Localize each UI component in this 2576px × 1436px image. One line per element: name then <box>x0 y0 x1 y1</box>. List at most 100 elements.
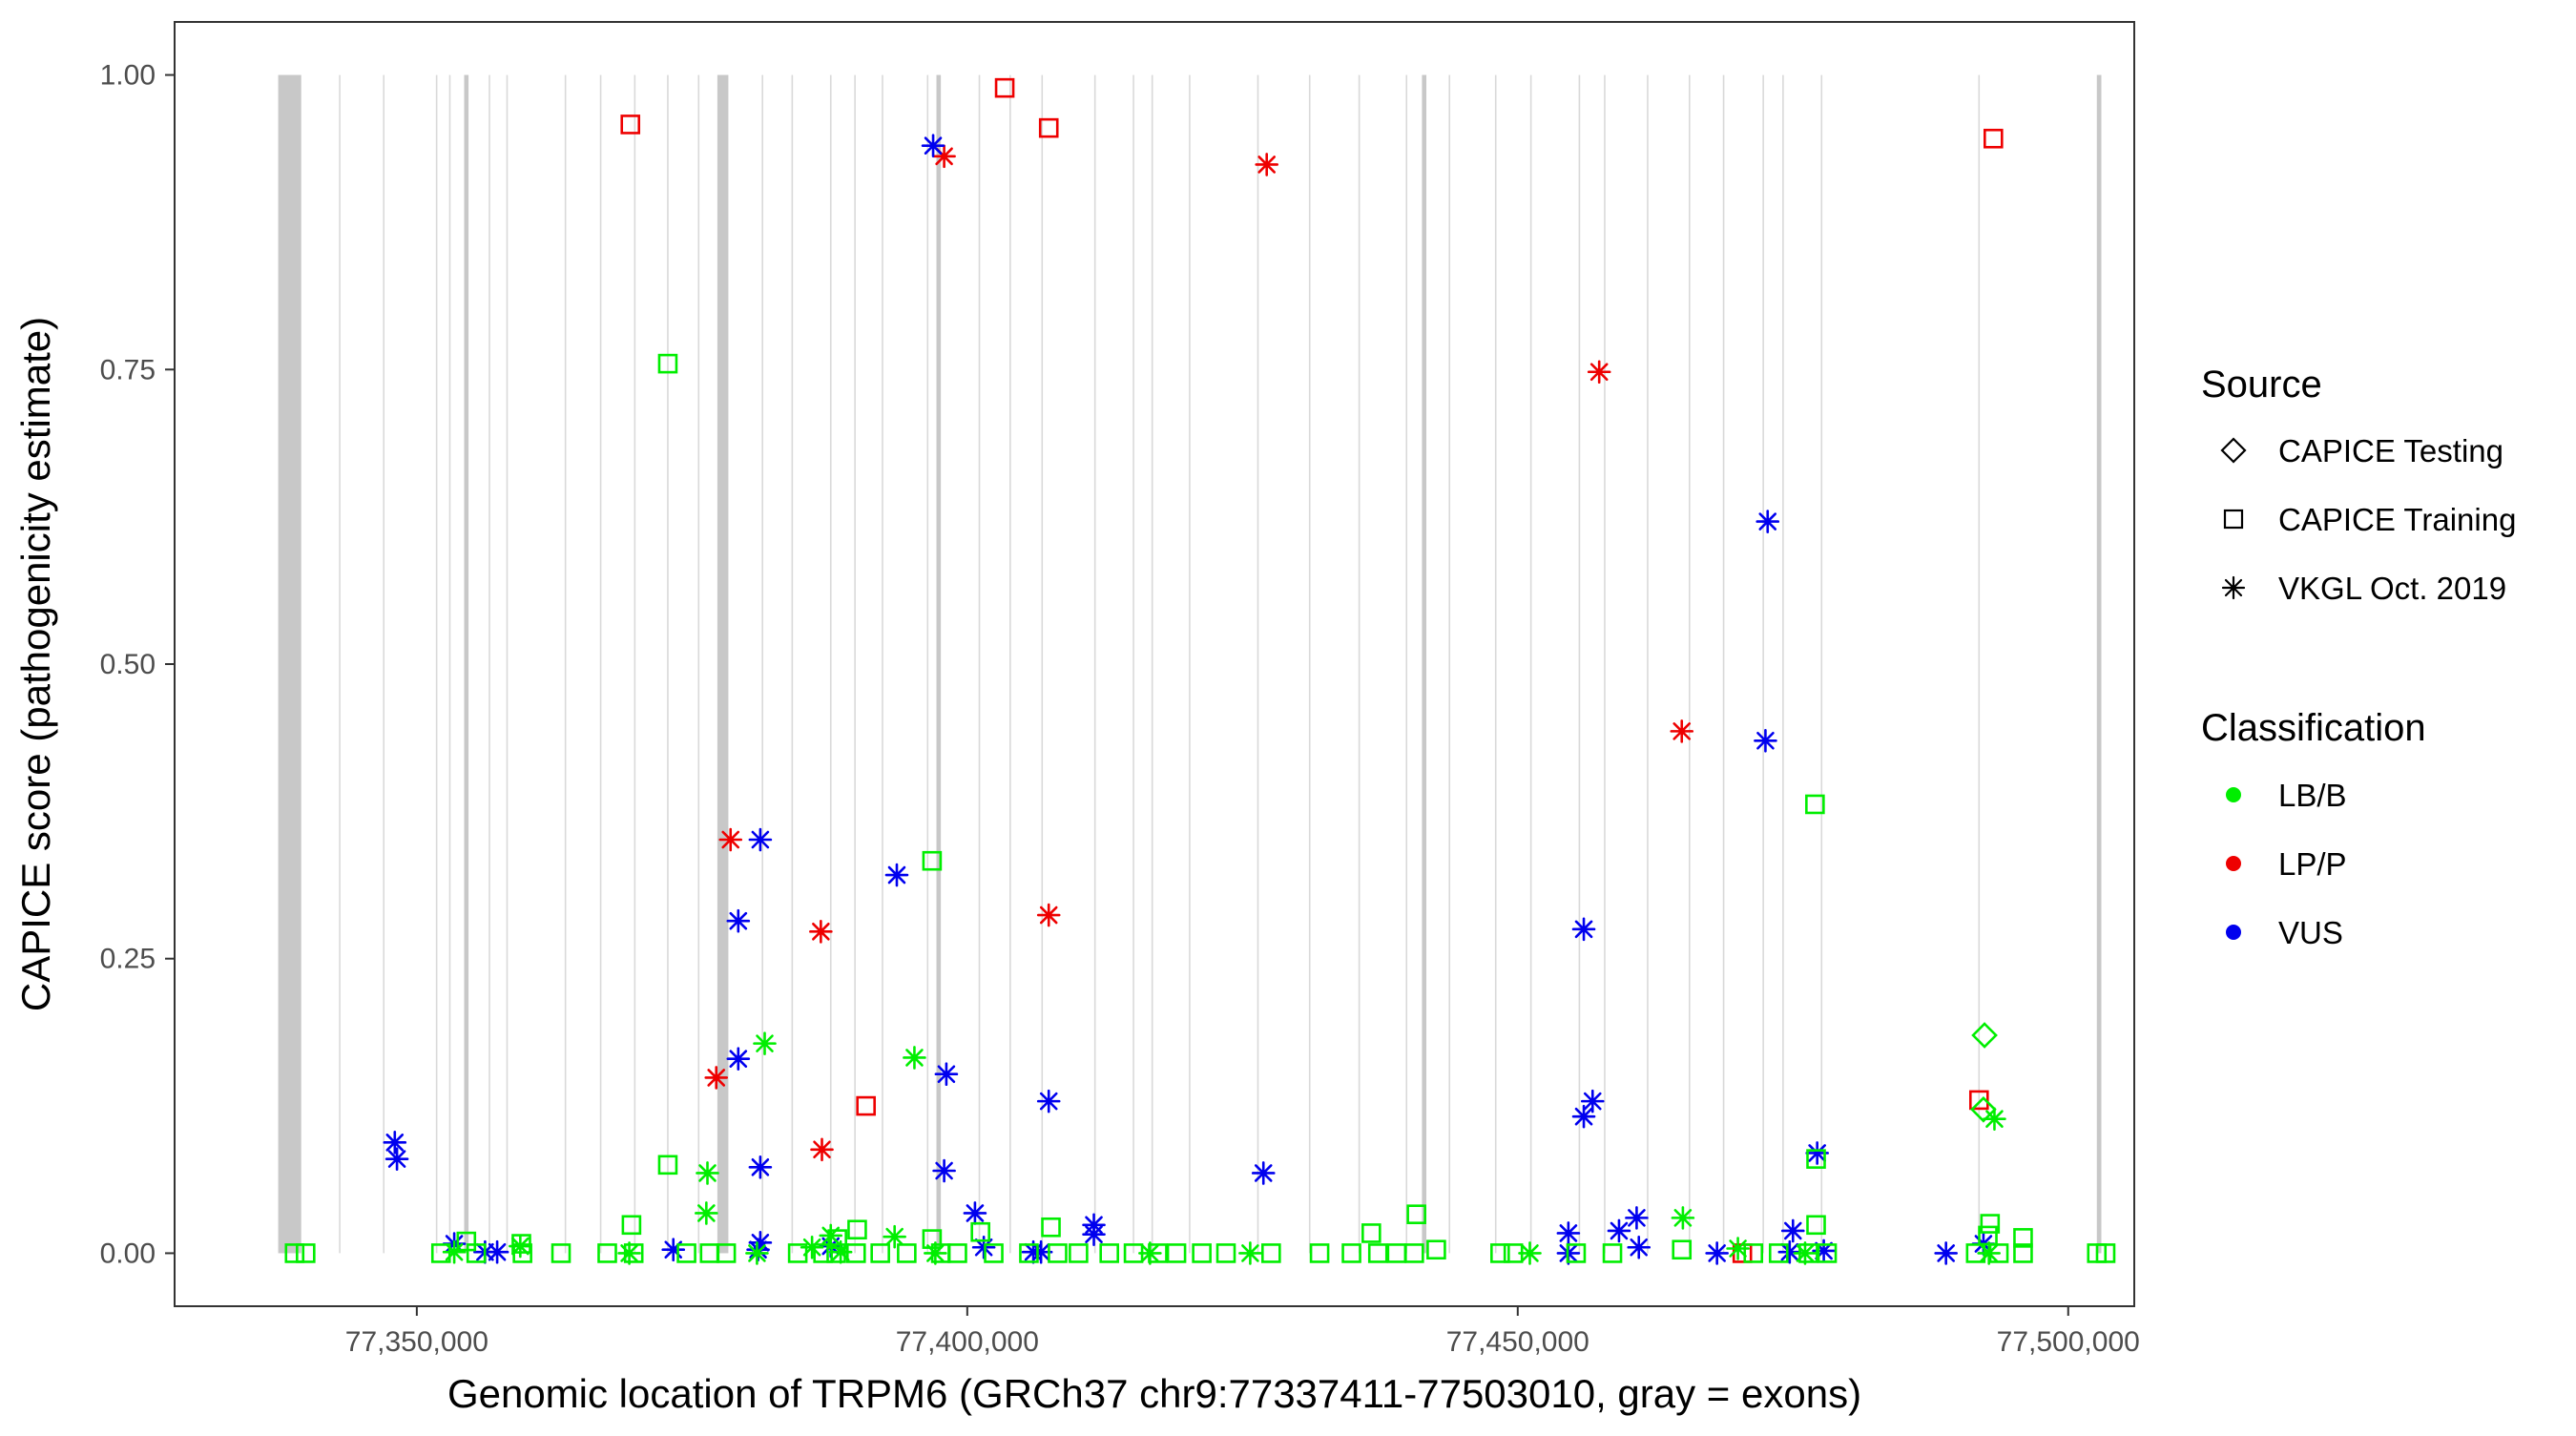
data-point <box>856 1095 876 1116</box>
legend-item-label: VUS <box>2278 915 2343 950</box>
legend-item-label: VKGL Oct. 2019 <box>2278 571 2506 606</box>
data-point <box>551 1243 571 1263</box>
data-point <box>1166 1243 1187 1263</box>
data-point-layer <box>284 77 2116 1265</box>
legend: Source Classification CAPICE Testing CAPI… <box>2201 364 2516 950</box>
data-point <box>1099 1243 1119 1263</box>
data-point <box>1036 1089 1061 1113</box>
exon-band <box>464 74 469 1254</box>
data-point <box>1988 1243 2009 1263</box>
data-point <box>1238 1241 1262 1265</box>
data-point <box>963 1201 987 1225</box>
data-point <box>1805 794 1825 815</box>
legend-color-dot <box>2226 856 2241 871</box>
data-point <box>1028 1239 1053 1264</box>
data-point <box>903 1046 926 1070</box>
data-point <box>1817 1243 1838 1263</box>
data-point <box>430 1243 451 1263</box>
data-point <box>1625 1206 1649 1230</box>
exon-band <box>1422 74 1427 1254</box>
data-point <box>1980 1214 2001 1234</box>
data-point <box>485 1239 509 1264</box>
y-tick-label: 0.00 <box>100 1238 156 1269</box>
legend-source-title: Source <box>2201 364 2322 406</box>
data-point <box>676 1243 696 1263</box>
data-point <box>1983 1107 2006 1131</box>
x-tick-label: 77,500,000 <box>1997 1326 2140 1358</box>
data-point <box>1934 1241 1958 1265</box>
data-point <box>932 1158 956 1183</box>
data-point <box>1602 1243 1623 1263</box>
data-point <box>1798 1243 1818 1263</box>
legend-shape-diamond <box>2220 437 2247 464</box>
data-point <box>620 114 641 135</box>
data-point <box>1518 1241 1542 1265</box>
x-tick-label: 77,400,000 <box>896 1326 1039 1358</box>
data-point <box>716 1243 737 1263</box>
data-point <box>466 1243 487 1263</box>
data-point <box>1341 1243 1361 1263</box>
data-point <box>970 1221 990 1242</box>
data-point <box>1793 1241 1818 1265</box>
exon-band <box>278 74 301 1254</box>
data-point <box>704 1066 729 1090</box>
data-point <box>1978 1225 1998 1246</box>
data-point <box>1361 1223 1381 1243</box>
exon-band <box>2096 74 2102 1254</box>
data-point <box>1490 1243 1510 1263</box>
data-point <box>884 863 909 887</box>
data-point <box>994 77 1015 98</box>
data-point <box>1743 1243 1764 1263</box>
data-point <box>657 1155 678 1176</box>
data-point <box>1968 1090 1989 1111</box>
data-point <box>1672 1239 1693 1260</box>
data-point <box>726 908 751 933</box>
data-point <box>456 1231 477 1252</box>
data-point <box>748 1231 773 1255</box>
data-point <box>1627 1235 1652 1259</box>
data-point <box>1426 1239 1446 1260</box>
data-point <box>1069 1243 1089 1263</box>
data-point <box>2013 1243 2033 1263</box>
legend-item-label: LP/P <box>2278 846 2347 882</box>
data-point <box>984 1243 1004 1263</box>
data-point <box>1754 728 1777 753</box>
data-point <box>512 1243 532 1263</box>
data-point <box>1805 1141 1829 1165</box>
data-point <box>1019 1243 1039 1263</box>
data-point <box>1406 1204 1426 1224</box>
data-point <box>1587 360 1611 385</box>
data-point <box>1192 1243 1212 1263</box>
y-tick-label: 0.50 <box>100 649 156 680</box>
data-point <box>883 1224 906 1249</box>
data-point <box>1082 1222 1106 1246</box>
data-point <box>787 1243 808 1263</box>
data-point <box>828 1239 853 1264</box>
data-point <box>748 1155 773 1179</box>
x-axis-title: Genomic location of TRPM6 (GRCh37 chr9:7… <box>447 1371 1861 1416</box>
data-point <box>718 827 743 852</box>
data-point <box>1780 1218 1805 1243</box>
data-point <box>383 1131 407 1155</box>
data-point <box>2013 1228 2033 1248</box>
data-point <box>1806 1215 1826 1236</box>
data-point <box>1038 117 1059 138</box>
y-tick-label: 1.00 <box>100 60 156 92</box>
data-point <box>845 1243 866 1263</box>
data-point <box>1971 1022 1998 1049</box>
data-point <box>1255 153 1278 177</box>
legend-item-label: LB/B <box>2278 778 2347 813</box>
data-point <box>597 1243 617 1263</box>
data-point <box>1309 1243 1330 1263</box>
data-point <box>847 1219 867 1240</box>
legend-item-label: CAPICE Training <box>2278 502 2516 537</box>
data-point <box>810 1137 834 1162</box>
exon-band-layer <box>278 74 2102 1254</box>
legend-classification-title: Classification <box>2201 707 2426 749</box>
data-point <box>617 1241 641 1265</box>
data-point <box>922 850 943 871</box>
y-tick-label: 0.25 <box>100 944 156 975</box>
data-point <box>1768 1243 1789 1263</box>
